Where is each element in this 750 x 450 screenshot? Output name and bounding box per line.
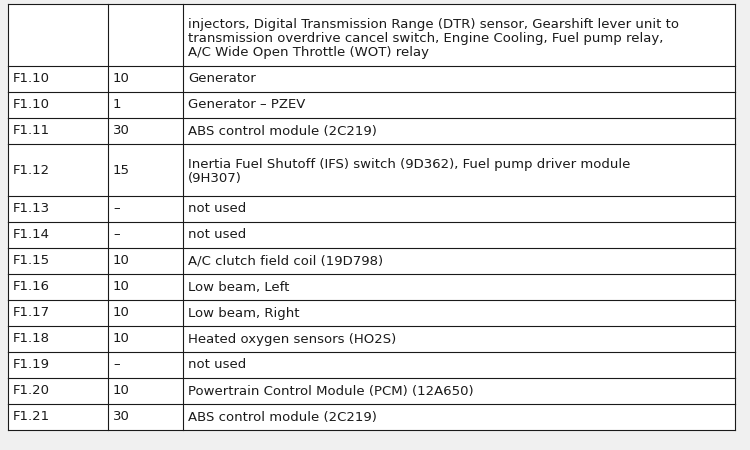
Text: Heated oxygen sensors (HO2S): Heated oxygen sensors (HO2S) bbox=[188, 333, 396, 346]
Text: F1.16: F1.16 bbox=[13, 280, 50, 293]
Text: not used: not used bbox=[188, 202, 246, 216]
Text: F1.13: F1.13 bbox=[13, 202, 50, 216]
Text: 30: 30 bbox=[113, 125, 130, 138]
Text: A/C clutch field coil (19D798): A/C clutch field coil (19D798) bbox=[188, 255, 383, 267]
Text: 10: 10 bbox=[113, 255, 130, 267]
Text: A/C Wide Open Throttle (WOT) relay: A/C Wide Open Throttle (WOT) relay bbox=[188, 46, 429, 59]
Text: F1.18: F1.18 bbox=[13, 333, 50, 346]
Text: 10: 10 bbox=[113, 384, 130, 397]
Text: not used: not used bbox=[188, 229, 246, 242]
Text: 10: 10 bbox=[113, 306, 130, 320]
Text: Inertia Fuel Shutoff (IFS) switch (9D362), Fuel pump driver module: Inertia Fuel Shutoff (IFS) switch (9D362… bbox=[188, 158, 630, 171]
Text: F1.10: F1.10 bbox=[13, 99, 50, 112]
Text: transmission overdrive cancel switch, Engine Cooling, Fuel pump relay,: transmission overdrive cancel switch, En… bbox=[188, 32, 663, 45]
Text: F1.10: F1.10 bbox=[13, 72, 50, 86]
Text: 1: 1 bbox=[113, 99, 122, 112]
Text: Generator: Generator bbox=[188, 72, 256, 86]
Text: F1.20: F1.20 bbox=[13, 384, 50, 397]
Text: not used: not used bbox=[188, 359, 246, 372]
Text: F1.14: F1.14 bbox=[13, 229, 50, 242]
Text: 30: 30 bbox=[113, 410, 130, 423]
Text: F1.19: F1.19 bbox=[13, 359, 50, 372]
Text: Powertrain Control Module (PCM) (12A650): Powertrain Control Module (PCM) (12A650) bbox=[188, 384, 474, 397]
Text: Generator – PZEV: Generator – PZEV bbox=[188, 99, 305, 112]
Text: F1.12: F1.12 bbox=[13, 163, 50, 176]
Text: –: – bbox=[113, 202, 120, 216]
Text: 15: 15 bbox=[113, 163, 130, 176]
Text: 10: 10 bbox=[113, 333, 130, 346]
Text: F1.11: F1.11 bbox=[13, 125, 50, 138]
Text: injectors, Digital Transmission Range (DTR) sensor, Gearshift lever unit to: injectors, Digital Transmission Range (D… bbox=[188, 18, 679, 31]
Text: –: – bbox=[113, 229, 120, 242]
Text: 10: 10 bbox=[113, 280, 130, 293]
Text: (9H307): (9H307) bbox=[188, 172, 242, 185]
Text: ABS control module (2C219): ABS control module (2C219) bbox=[188, 125, 376, 138]
Text: ABS control module (2C219): ABS control module (2C219) bbox=[188, 410, 376, 423]
Text: F1.21: F1.21 bbox=[13, 410, 50, 423]
Text: Low beam, Right: Low beam, Right bbox=[188, 306, 299, 320]
Text: F1.15: F1.15 bbox=[13, 255, 50, 267]
Text: 10: 10 bbox=[113, 72, 130, 86]
Text: F1.17: F1.17 bbox=[13, 306, 50, 320]
Text: Low beam, Left: Low beam, Left bbox=[188, 280, 290, 293]
Text: –: – bbox=[113, 359, 120, 372]
